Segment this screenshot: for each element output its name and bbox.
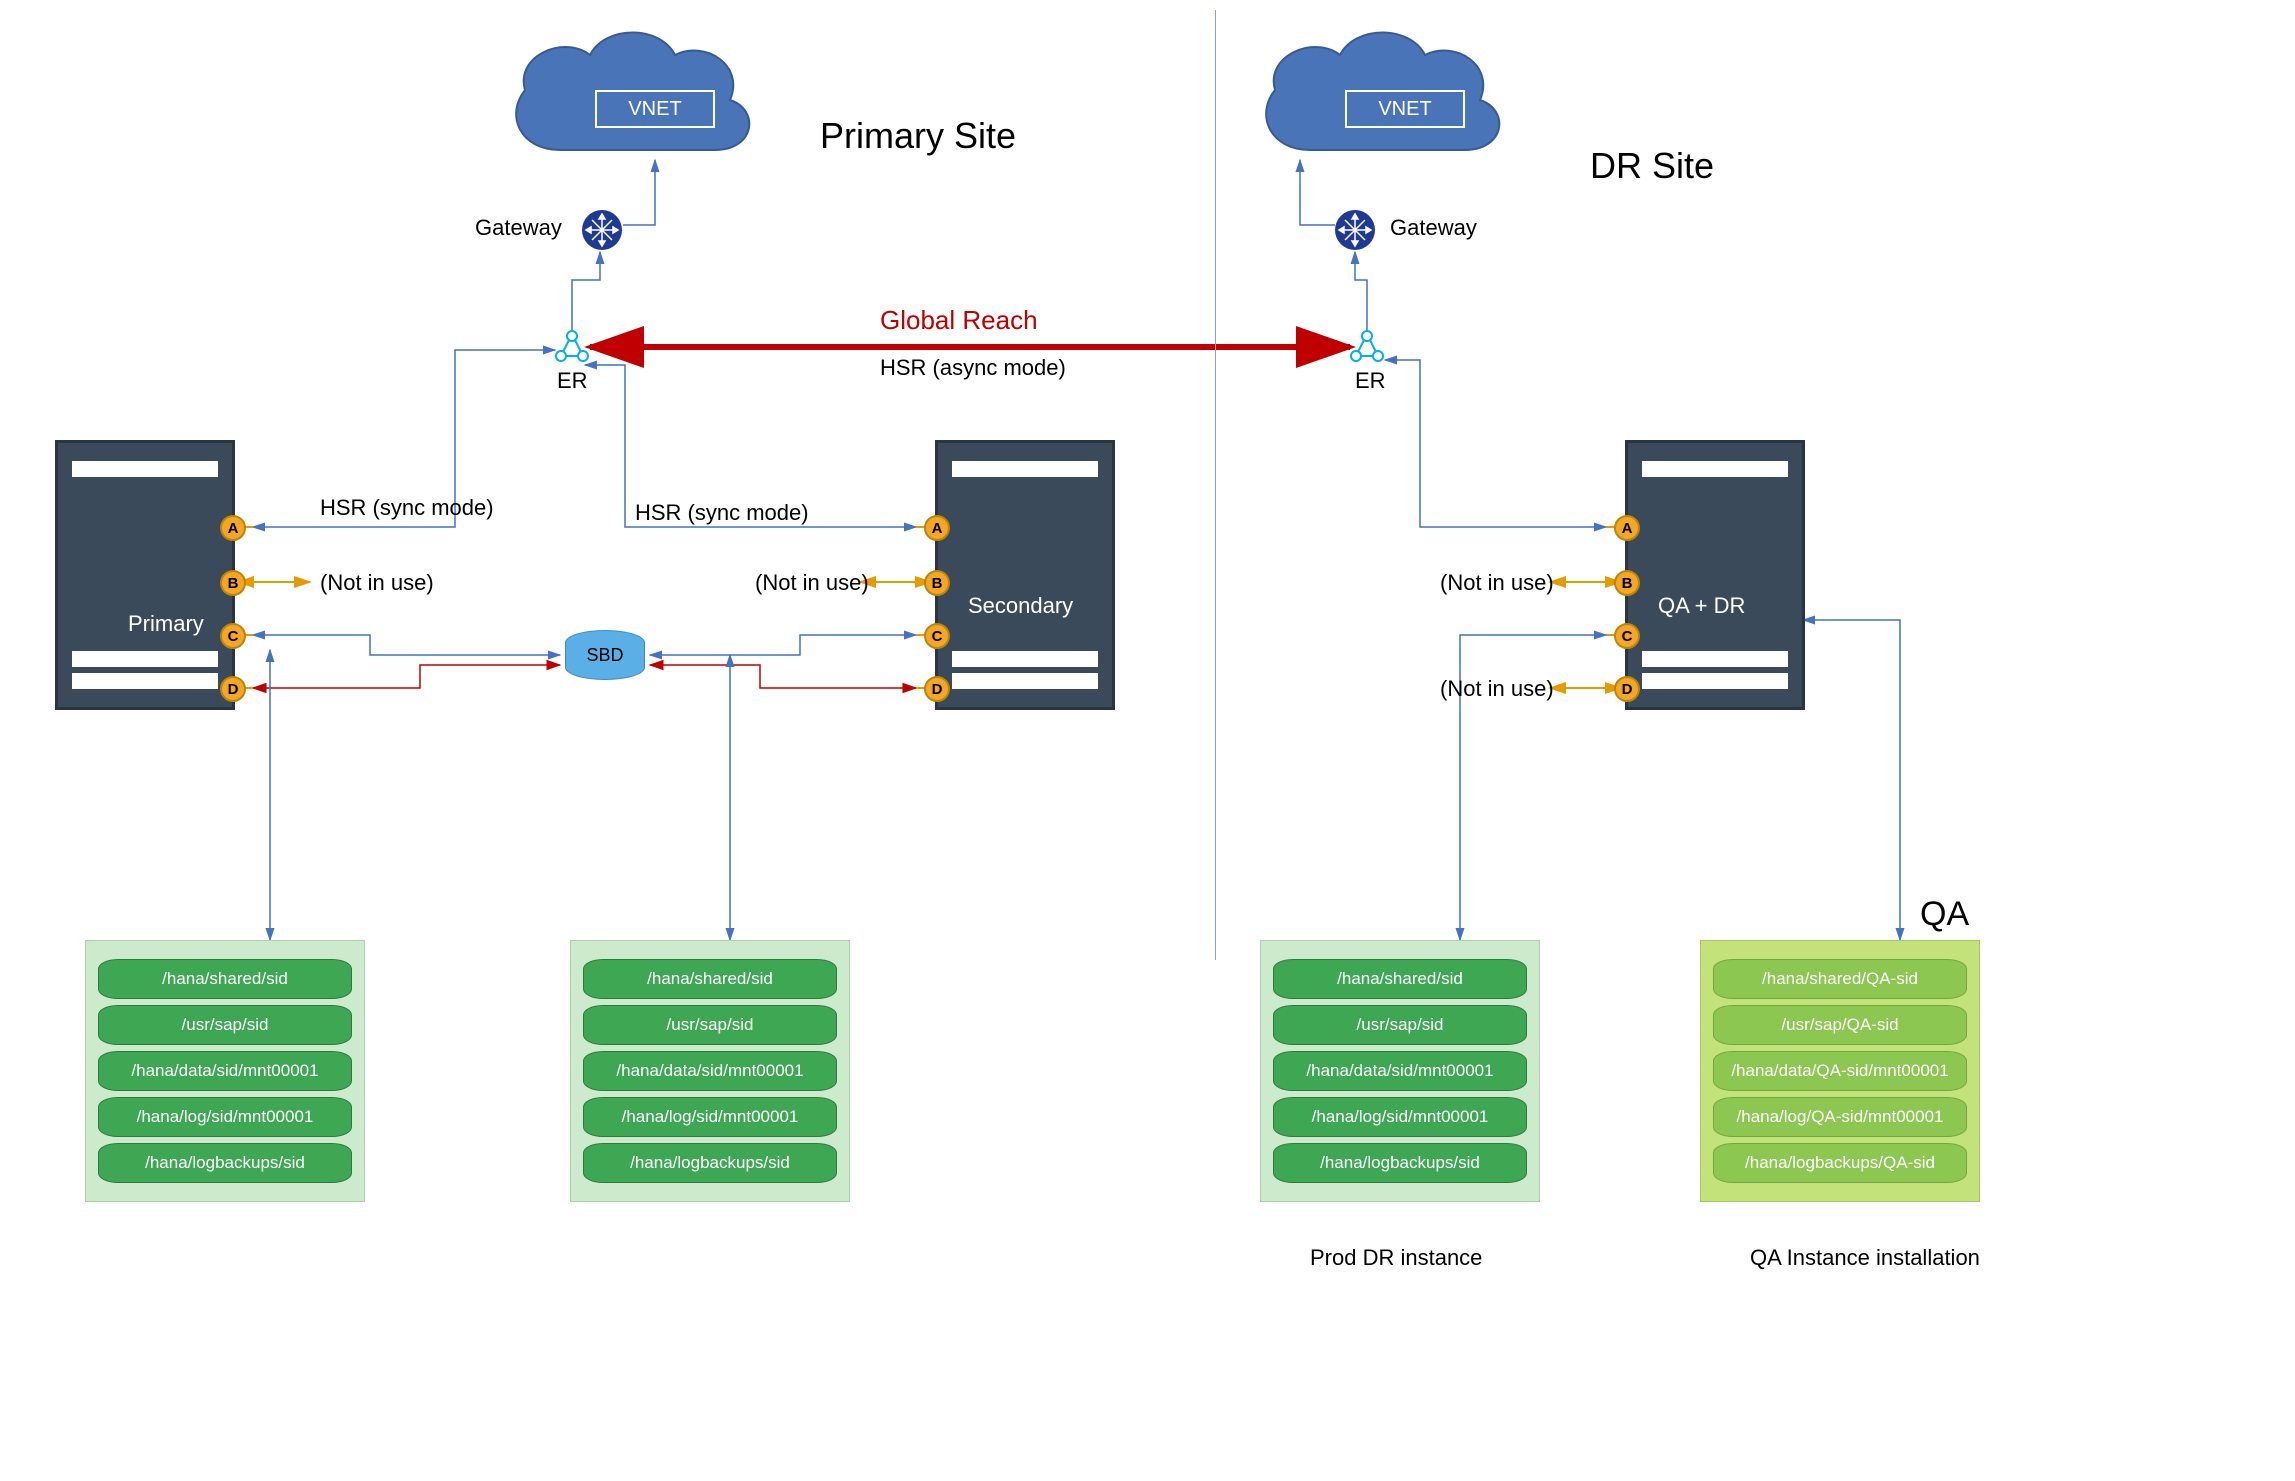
gateway-icon-dr bbox=[1335, 210, 1375, 250]
disk: /hana/data/sid/mnt00001 bbox=[583, 1051, 837, 1091]
disk: /hana/log/QA-sid/mnt00001 bbox=[1713, 1097, 1967, 1137]
not-in-use-3: (Not in use) bbox=[1440, 570, 1554, 596]
port-qadr-c: C bbox=[1614, 623, 1640, 649]
gateway-label-primary: Gateway bbox=[475, 215, 562, 241]
qa-heading: QA bbox=[1920, 895, 1969, 934]
disk: /hana/data/sid/mnt00001 bbox=[1273, 1051, 1527, 1091]
port-qadr-d: D bbox=[1614, 676, 1640, 702]
hsr-sync-label-1: HSR (sync mode) bbox=[320, 495, 494, 521]
diskstack-qa: /hana/shared/QA-sid /usr/sap/QA-sid /han… bbox=[1700, 940, 1980, 1202]
disk: /hana/shared/sid bbox=[1273, 959, 1527, 999]
port-primary-b: B bbox=[220, 570, 246, 596]
server-secondary: Secondary A B C D bbox=[935, 440, 1115, 710]
disk: /hana/shared/QA-sid bbox=[1713, 959, 1967, 999]
port-secondary-a: A bbox=[924, 515, 950, 541]
hsr-sync-label-2: HSR (sync mode) bbox=[635, 500, 809, 526]
vnet-box-dr: VNET bbox=[1345, 90, 1465, 128]
server-primary: Primary A B C D bbox=[55, 440, 235, 710]
er-label-dr: ER bbox=[1355, 368, 1386, 394]
not-in-use-2: (Not in use) bbox=[755, 570, 869, 596]
er-icon-dr bbox=[1351, 331, 1383, 361]
disk: /hana/data/QA-sid/mnt00001 bbox=[1713, 1051, 1967, 1091]
port-primary-c: C bbox=[220, 623, 246, 649]
diskstack-primary: /hana/shared/sid /usr/sap/sid /hana/data… bbox=[85, 940, 365, 1202]
port-primary-d: D bbox=[220, 676, 246, 702]
disk: /hana/log/sid/mnt00001 bbox=[1273, 1097, 1527, 1137]
not-in-use-1: (Not in use) bbox=[320, 570, 434, 596]
port-secondary-b: B bbox=[924, 570, 950, 596]
disk: /hana/data/sid/mnt00001 bbox=[98, 1051, 352, 1091]
disk: /usr/sap/sid bbox=[98, 1005, 352, 1045]
disk: /hana/log/sid/mnt00001 bbox=[98, 1097, 352, 1137]
prod-dr-caption: Prod DR instance bbox=[1310, 1245, 1482, 1271]
server-qadr-label: QA + DR bbox=[1658, 593, 1745, 619]
diskstack-prod-dr: /hana/shared/sid /usr/sap/sid /hana/data… bbox=[1260, 940, 1540, 1202]
disk: /usr/sap/sid bbox=[1273, 1005, 1527, 1045]
port-secondary-c: C bbox=[924, 623, 950, 649]
vnet-box-primary: VNET bbox=[595, 90, 715, 128]
disk: /hana/logbackups/QA-sid bbox=[1713, 1143, 1967, 1183]
gateway-icon-primary bbox=[582, 210, 622, 250]
site-divider bbox=[1215, 10, 1216, 960]
port-qadr-b: B bbox=[1614, 570, 1640, 596]
hsr-async-label: HSR (async mode) bbox=[880, 355, 1066, 381]
server-primary-label: Primary bbox=[128, 611, 204, 637]
disk: /usr/sap/sid bbox=[583, 1005, 837, 1045]
port-primary-a: A bbox=[220, 515, 246, 541]
disk: /hana/shared/sid bbox=[583, 959, 837, 999]
disk: /hana/log/sid/mnt00001 bbox=[583, 1097, 837, 1137]
gateway-label-dr: Gateway bbox=[1390, 215, 1477, 241]
dr-site-title: DR Site bbox=[1590, 145, 1714, 187]
sbd-device: SBD bbox=[565, 630, 645, 680]
server-secondary-label: Secondary bbox=[968, 593, 1073, 619]
port-qadr-a: A bbox=[1614, 515, 1640, 541]
disk: /hana/logbackups/sid bbox=[1273, 1143, 1527, 1183]
global-reach-label: Global Reach bbox=[880, 305, 1038, 336]
diskstack-secondary: /hana/shared/sid /usr/sap/sid /hana/data… bbox=[570, 940, 850, 1202]
disk: /hana/shared/sid bbox=[98, 959, 352, 999]
not-in-use-4: (Not in use) bbox=[1440, 676, 1554, 702]
er-icon-primary bbox=[556, 331, 588, 361]
server-qadr: QA + DR A B C D bbox=[1625, 440, 1805, 710]
primary-site-title: Primary Site bbox=[820, 115, 1016, 157]
er-label-primary: ER bbox=[557, 368, 588, 394]
qa-caption: QA Instance installation bbox=[1750, 1245, 1980, 1271]
disk: /usr/sap/QA-sid bbox=[1713, 1005, 1967, 1045]
disk: /hana/logbackups/sid bbox=[98, 1143, 352, 1183]
port-secondary-d: D bbox=[924, 676, 950, 702]
disk: /hana/logbackups/sid bbox=[583, 1143, 837, 1183]
